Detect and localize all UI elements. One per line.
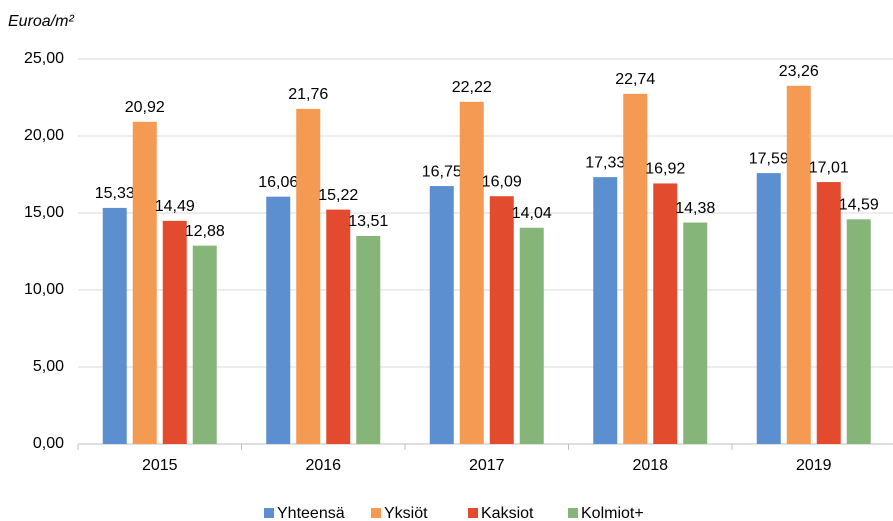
bar xyxy=(429,186,454,445)
data-label: 22,74 xyxy=(615,71,655,88)
bar xyxy=(356,235,381,444)
y-axis-label: Euroa/m² xyxy=(8,13,74,30)
data-label: 16,09 xyxy=(482,173,522,190)
data-label: 16,75 xyxy=(422,163,462,180)
x-tick-label: 2015 xyxy=(142,457,178,474)
bar xyxy=(653,183,678,444)
data-label: 20,92 xyxy=(125,99,165,116)
y-tick-label: 10,00 xyxy=(24,281,64,298)
y-tick-label: 0,00 xyxy=(33,435,64,452)
data-label: 21,76 xyxy=(288,86,328,103)
data-label: 22,22 xyxy=(452,79,492,96)
legend-label: Yksiöt xyxy=(384,505,428,521)
data-label: 15,22 xyxy=(318,187,358,204)
data-label: 14,59 xyxy=(839,197,879,214)
data-label: 17,59 xyxy=(749,150,789,167)
data-label: 16,06 xyxy=(258,174,298,191)
x-tick-label: 2017 xyxy=(469,457,505,474)
data-label: 14,49 xyxy=(155,198,195,215)
bar xyxy=(162,220,187,444)
legend-swatch xyxy=(568,508,578,518)
bar xyxy=(266,196,291,444)
bar xyxy=(519,227,544,444)
bar xyxy=(683,222,708,444)
y-tick-label: 20,00 xyxy=(24,127,64,144)
data-label: 14,38 xyxy=(675,200,715,217)
legend-label: Yhteensä xyxy=(277,505,345,521)
y-tick-label: 15,00 xyxy=(24,204,64,221)
legend-label: Kolmiot+ xyxy=(581,505,644,521)
bar xyxy=(459,101,484,444)
x-tick-label: 2019 xyxy=(796,457,832,474)
bar xyxy=(786,85,811,445)
data-label: 13,51 xyxy=(348,213,388,230)
bar xyxy=(326,209,351,444)
data-label: 17,01 xyxy=(809,159,849,176)
legend-swatch xyxy=(264,508,274,518)
data-label: 14,04 xyxy=(512,205,552,222)
legend-swatch xyxy=(468,508,478,518)
data-label: 17,33 xyxy=(585,154,625,171)
bar xyxy=(192,245,217,444)
data-label: 23,26 xyxy=(779,63,819,80)
bar xyxy=(489,196,514,444)
legend-swatch xyxy=(371,508,381,518)
data-label: 15,33 xyxy=(95,185,135,202)
data-label: 12,88 xyxy=(185,223,225,240)
bar xyxy=(846,219,871,444)
data-label: 16,92 xyxy=(645,161,685,178)
bar xyxy=(756,173,781,444)
bar xyxy=(816,182,841,444)
y-tick-label: 25,00 xyxy=(24,50,64,67)
bar xyxy=(593,177,618,445)
legend-label: Kaksiot xyxy=(481,505,534,521)
bar xyxy=(132,121,157,444)
bar xyxy=(296,108,321,444)
bar xyxy=(102,207,127,444)
bar xyxy=(623,93,648,444)
x-tick-label: 2018 xyxy=(632,457,668,474)
x-tick-label: 2016 xyxy=(305,457,341,474)
y-tick-label: 5,00 xyxy=(33,358,64,375)
